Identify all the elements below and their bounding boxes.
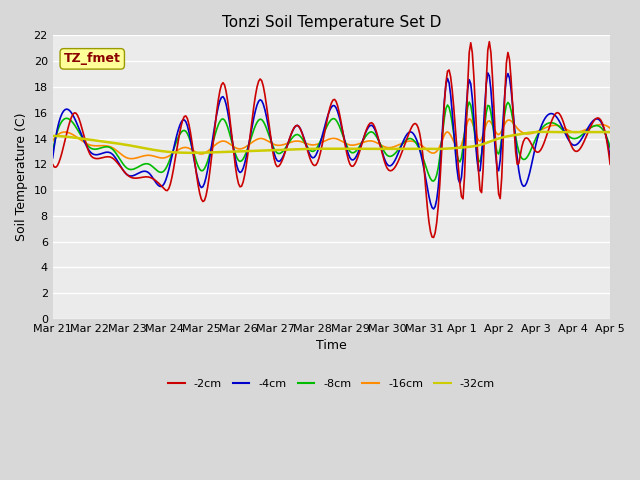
-2cm bbox=[541, 137, 549, 143]
-4cm bbox=[541, 115, 549, 121]
X-axis label: Time: Time bbox=[316, 339, 347, 352]
-8cm bbox=[366, 129, 374, 135]
-16cm bbox=[128, 156, 136, 162]
Line: -16cm: -16cm bbox=[52, 119, 610, 159]
-4cm bbox=[49, 155, 56, 161]
-16cm bbox=[541, 125, 549, 131]
-2cm bbox=[486, 39, 493, 45]
-4cm bbox=[366, 123, 374, 129]
-32cm bbox=[399, 146, 406, 152]
Line: -8cm: -8cm bbox=[52, 102, 610, 181]
-16cm bbox=[465, 116, 473, 122]
-8cm bbox=[465, 99, 473, 105]
-4cm bbox=[397, 144, 405, 149]
-16cm bbox=[49, 138, 56, 144]
-8cm bbox=[606, 144, 614, 150]
-32cm bbox=[64, 134, 72, 140]
-2cm bbox=[49, 161, 56, 167]
-4cm bbox=[484, 70, 492, 76]
Line: -2cm: -2cm bbox=[52, 42, 610, 238]
-8cm bbox=[541, 122, 549, 128]
Line: -32cm: -32cm bbox=[52, 132, 610, 153]
-8cm bbox=[152, 167, 160, 173]
-16cm bbox=[606, 125, 614, 131]
-2cm bbox=[385, 167, 392, 173]
-4cm bbox=[385, 163, 392, 168]
-8cm bbox=[385, 153, 392, 159]
-32cm bbox=[49, 133, 56, 139]
-32cm bbox=[368, 146, 376, 152]
-32cm bbox=[540, 129, 547, 135]
-4cm bbox=[429, 206, 437, 212]
-32cm bbox=[606, 129, 614, 135]
Text: TZ_fmet: TZ_fmet bbox=[64, 52, 121, 65]
-16cm bbox=[154, 155, 162, 160]
Title: Tonzi Soil Temperature Set D: Tonzi Soil Temperature Set D bbox=[221, 15, 441, 30]
-8cm bbox=[429, 178, 437, 184]
-32cm bbox=[188, 150, 196, 156]
-4cm bbox=[64, 107, 72, 112]
Y-axis label: Soil Temperature (C): Soil Temperature (C) bbox=[15, 113, 28, 241]
-32cm bbox=[541, 129, 549, 135]
-4cm bbox=[606, 155, 614, 161]
-2cm bbox=[397, 152, 405, 157]
Line: -4cm: -4cm bbox=[52, 73, 610, 209]
-4cm bbox=[152, 180, 160, 186]
-2cm bbox=[366, 120, 374, 126]
-8cm bbox=[49, 148, 56, 154]
-16cm bbox=[64, 130, 72, 135]
-8cm bbox=[397, 143, 405, 149]
-2cm bbox=[429, 235, 437, 240]
Legend: -2cm, -4cm, -8cm, -16cm, -32cm: -2cm, -4cm, -8cm, -16cm, -32cm bbox=[164, 374, 499, 393]
-8cm bbox=[64, 116, 72, 121]
-2cm bbox=[152, 179, 160, 184]
-32cm bbox=[387, 146, 394, 152]
-32cm bbox=[152, 147, 160, 153]
-2cm bbox=[606, 161, 614, 167]
-16cm bbox=[387, 145, 394, 151]
-16cm bbox=[399, 140, 406, 146]
-16cm bbox=[368, 138, 376, 144]
-2cm bbox=[64, 125, 72, 131]
